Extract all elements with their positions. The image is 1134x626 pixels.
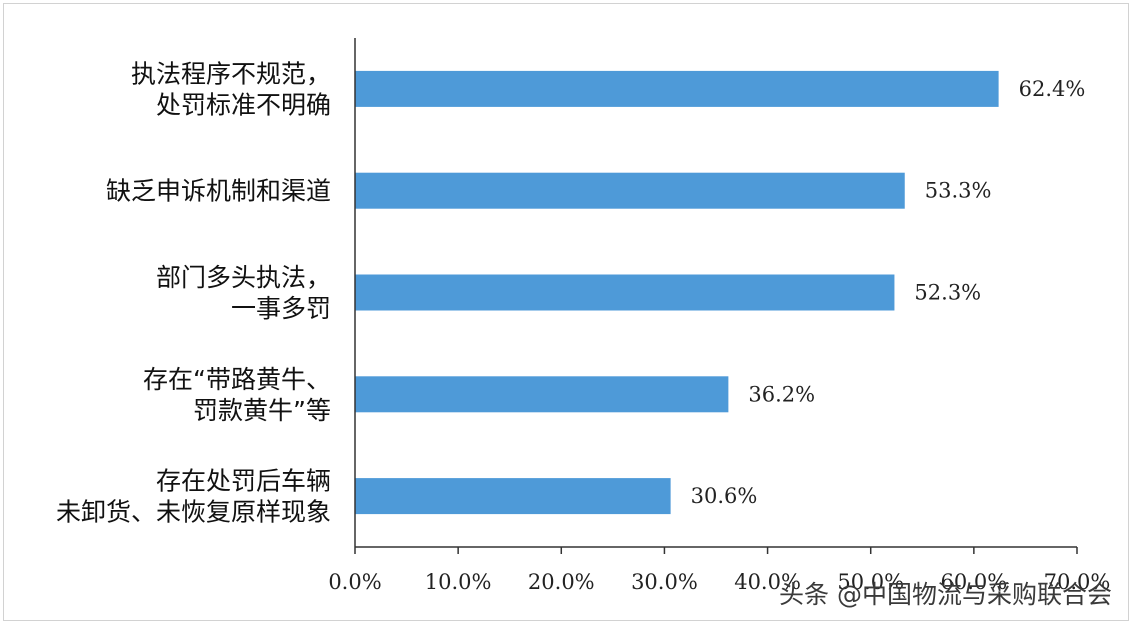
chart-frame <box>3 3 1129 621</box>
x-tick-label-6: 50.0% <box>837 570 904 594</box>
x-ticks: 0.0% 10.0% 20.0% 30.0% 40.0% 50.0% 60.0% 70.0% <box>328 547 1110 594</box>
category-labels: 执法程序不规范，处罚标准不明确缺乏申诉机制和渠道部门多头执法，一事多罚存在“带路… <box>56 59 331 526</box>
category-label-1-line-1: 执法程序不规范， <box>131 59 331 88</box>
category-label-5-line-1: 存在处罚后车辆 <box>156 467 331 496</box>
category-label-1-line-2: 处罚标准不明确 <box>156 90 331 119</box>
value-label-3: 52.3% <box>914 281 981 305</box>
x-tick-label-7: 60.0% <box>940 570 1007 594</box>
category-label-4-line-1: 存在“带路黄牛、 <box>143 365 331 394</box>
value-label-2: 53.3% <box>925 179 992 203</box>
bar-5 <box>355 478 671 515</box>
x-tick-label-1: 0.0% <box>328 570 381 594</box>
value-label-4: 36.2% <box>748 382 815 406</box>
watermark: 头条 @中国物流与采购联合会 <box>779 580 1112 609</box>
x-tick-label-2: 10.0% <box>425 570 492 594</box>
bar-3 <box>355 274 895 311</box>
value-label-1: 62.4% <box>1019 77 1086 101</box>
category-label-5-line-2: 未卸货、未恢复原样现象 <box>56 498 331 527</box>
category-label-3-line-2: 一事多罚 <box>231 294 331 323</box>
bar-1 <box>355 70 999 107</box>
value-labels: 62.4% 53.3% 52.3% 36.2% 30.6% <box>691 77 1086 508</box>
bars-group <box>355 70 999 515</box>
x-tick-label-4: 30.0% <box>631 570 698 594</box>
x-tick-label-5: 40.0% <box>734 570 801 594</box>
bar-2 <box>355 172 905 209</box>
category-label-2-line-1: 缺乏申诉机制和渠道 <box>106 177 331 206</box>
value-label-5: 30.6% <box>691 484 758 508</box>
bar-4 <box>355 376 729 413</box>
category-label-3-line-1: 部门多头执法， <box>156 263 331 292</box>
x-tick-label-3: 20.0% <box>528 570 595 594</box>
x-tick-label-8: 70.0% <box>1044 570 1111 594</box>
category-label-4-line-2: 罚款黄牛”等 <box>193 396 331 425</box>
